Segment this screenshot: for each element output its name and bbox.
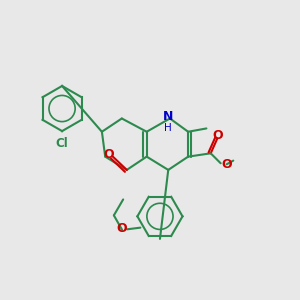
Text: O: O (213, 129, 223, 142)
Text: Cl: Cl (56, 137, 68, 150)
Text: N: N (163, 110, 173, 123)
Text: H: H (164, 123, 172, 133)
Text: O: O (103, 148, 114, 161)
Text: O: O (221, 158, 232, 171)
Text: O: O (117, 222, 128, 235)
